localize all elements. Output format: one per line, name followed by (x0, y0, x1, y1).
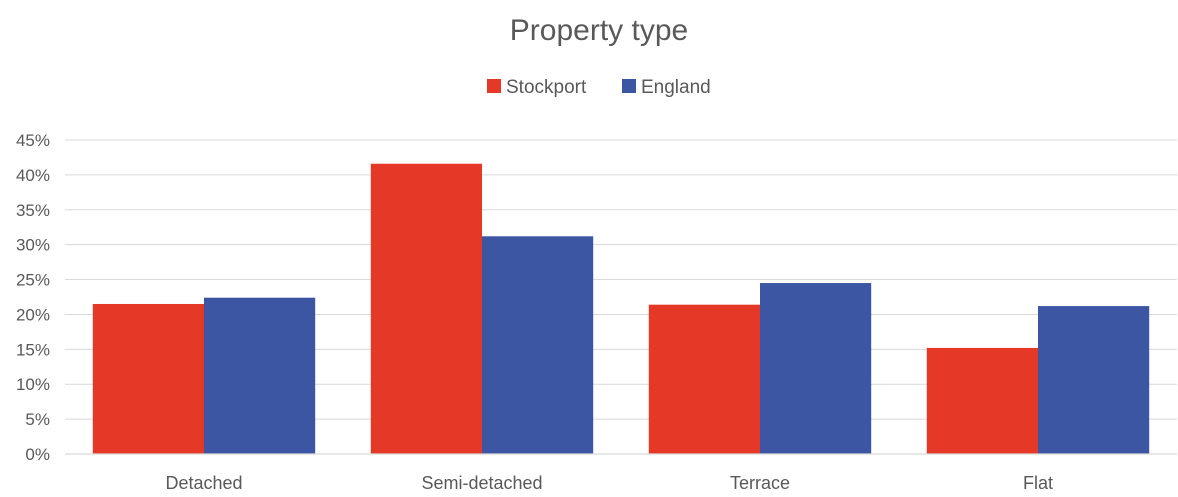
legend-label-england: England (641, 77, 711, 98)
bar-england-terrace (760, 283, 872, 454)
y-tick-label: 5% (25, 410, 50, 429)
y-tick-label: 35% (16, 201, 50, 220)
bar-england-flat (1038, 306, 1150, 454)
bar-stockport-terrace (648, 304, 760, 454)
y-tick-label: 20% (16, 305, 50, 324)
y-tick-label: 40% (16, 166, 50, 185)
bar-england-detached (204, 297, 316, 454)
y-axis-tick-labels: 0% 5% 10% 15% 20% 25% 30% 35% 40% 45% (16, 131, 50, 464)
x-tick-label: Semi-detached (421, 473, 542, 493)
y-tick-label: 15% (16, 340, 50, 359)
y-tick-label: 10% (16, 375, 50, 394)
bar-england-semi-detached (482, 236, 594, 454)
y-tick-label: 30% (16, 236, 50, 255)
y-tick-label: 25% (16, 271, 50, 290)
chart-title: Property type (510, 14, 688, 47)
x-tick-label: Terrace (730, 473, 790, 493)
legend-label-stockport: Stockport (506, 77, 587, 98)
legend: Stockport England (487, 77, 711, 98)
bar-stockport-detached (92, 303, 204, 454)
x-tick-label: Flat (1023, 473, 1053, 493)
x-tick-label: Detached (165, 473, 242, 493)
bar-stockport-semi-detached (370, 163, 482, 455)
x-axis: Detached Semi-detached Terrace Flat (65, 453, 1177, 493)
bar-stockport-flat (926, 347, 1038, 454)
bars (92, 163, 1150, 455)
legend-swatch-stockport (487, 79, 501, 93)
legend-swatch-england (622, 79, 636, 93)
y-tick-label: 0% (25, 445, 50, 464)
y-tick-label: 45% (16, 131, 50, 150)
